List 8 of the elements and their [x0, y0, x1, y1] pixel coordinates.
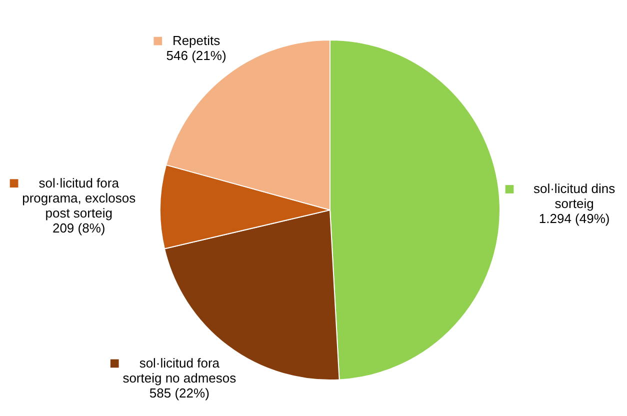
data-label: 546 (21%)	[166, 48, 226, 64]
legend-label: Repetits	[172, 33, 221, 48]
legend-label: sol·licitud fora sorteig no admesos	[122, 355, 237, 386]
legend-label: sol·licitud dins sorteig	[533, 181, 616, 212]
data-label: 585 (22%)	[149, 385, 210, 400]
data-label: 209 (8%)	[52, 220, 106, 236]
data-label: 1.294 (49%)	[538, 211, 610, 226]
legend-label: sol·licitud fora programa, exclosos post sorteig	[22, 175, 136, 220]
